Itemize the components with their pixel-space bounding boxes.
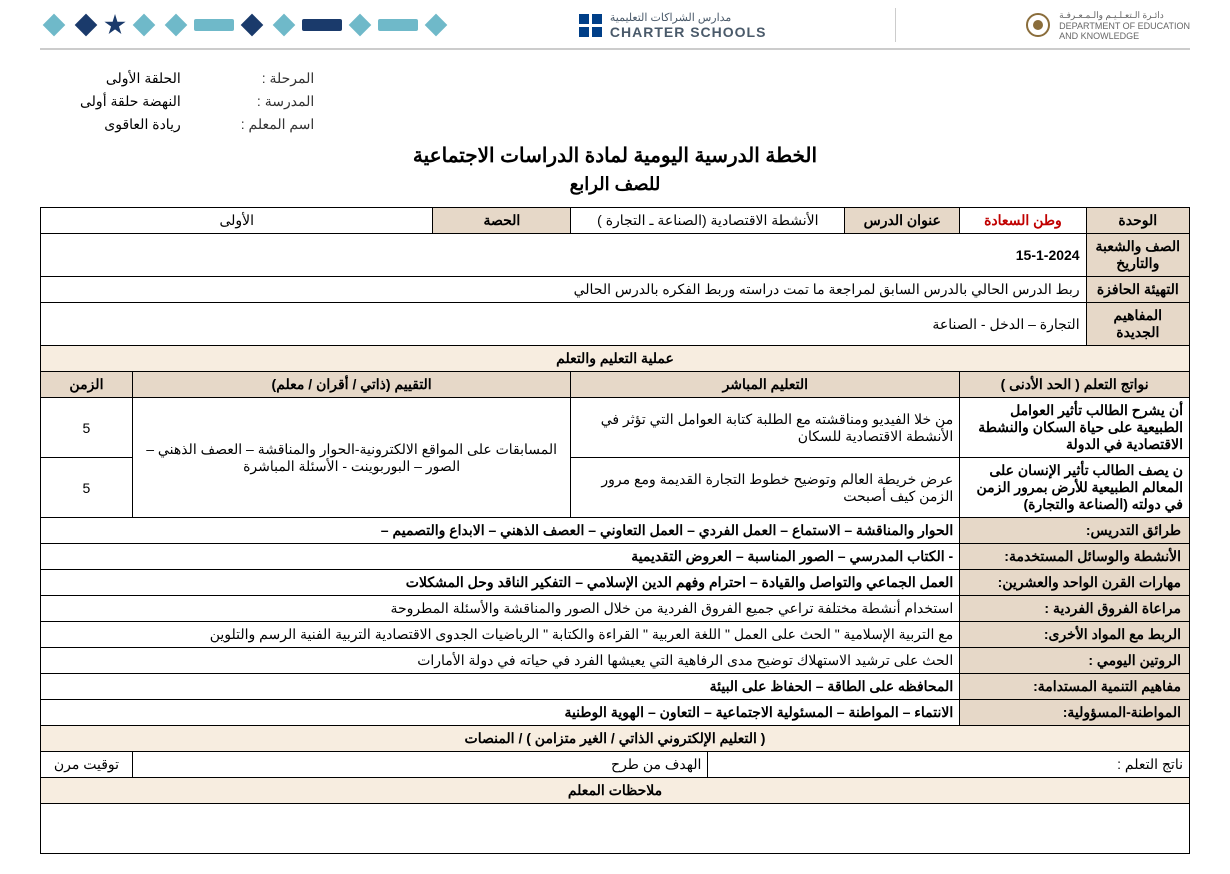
lesson-title-label: عنوان الدرس	[845, 208, 960, 234]
concepts-row: المفاهيم الجديدة التجارة – الدخل - الصنا…	[41, 303, 1190, 346]
kv-label-3: مراعاة الفروق الفردية :	[960, 596, 1190, 622]
notes-blank-row	[41, 804, 1190, 854]
kv-label-2: مهارات القرن الواحد والعشرين:	[960, 570, 1190, 596]
kv-row-3: مراعاة الفروق الفردية : استخدام أنشطة مخ…	[41, 596, 1190, 622]
teacher-label: اسم المعلم :	[241, 116, 315, 133]
kv-row-2: مهارات القرن الواحد والعشرين: العمل الجم…	[41, 570, 1190, 596]
kv-value-3: استخدام أنشطة مختلفة تراعي جميع الفروق ا…	[41, 596, 960, 622]
kv-value-4: مع التربية الإسلامية " الحث على العمل " …	[41, 622, 960, 648]
kv-row-0: طرائق التدريس: الحوار والمناقشة – الاستم…	[41, 518, 1190, 544]
col-time: الزمن	[41, 372, 133, 398]
charter-logo-icon	[579, 14, 602, 37]
process-section-header: عملية التعليم والتعلم	[41, 346, 1190, 372]
kv-value-7: الانتماء – المواطنة – المسئولية الاجتماع…	[41, 700, 960, 726]
page-header: دائـرة الـتعـلـيـم والـمـعـرفـة DEPARTME…	[40, 8, 1190, 50]
time-1: 5	[41, 398, 133, 458]
stage-value: الحلقة الأولى	[106, 70, 181, 87]
notes-header: ملاحظات المعلم	[41, 778, 1190, 804]
kv-value-2: العمل الجماعي والتواصل والقيادة – احترام…	[41, 570, 960, 596]
async-cols-row: ناتج التعلم : الهدف من طرح توقيت مرن	[41, 752, 1190, 778]
lesson-title-value: الأنشطة الاقتصادية (الصناعة ـ التجارة )	[571, 208, 845, 234]
async-outcome-label: ناتج التعلم :	[708, 752, 1190, 778]
kv-value-5: الحث على ترشيد الاستهلاك توضيح مدى الرفا…	[41, 648, 960, 674]
warmup-row: التهيئة الحافزة ربط الدرس الحالي بالدرس …	[41, 277, 1190, 303]
decorative-shapes	[40, 14, 450, 36]
process-section-title: عملية التعليم والتعلم	[41, 346, 1190, 372]
kv-value-6: المحافظه على الطاقة – الحفاظ على البيئة	[41, 674, 960, 700]
school-label: المدرسة :	[257, 93, 314, 110]
charter-logo-block: مدارس الشراكات التعليمية CHARTER SCHOOLS	[579, 11, 767, 40]
outcome-1: أن يشرح الطالب تأثير العوامل الطبيعية عل…	[960, 398, 1190, 458]
charter-text: مدارس الشراكات التعليمية CHARTER SCHOOLS	[610, 11, 767, 40]
adek-text: دائـرة الـتعـلـيـم والـمـعـرفـة DEPARTME…	[1059, 10, 1190, 41]
col-direct: التعليم المباشر	[571, 372, 960, 398]
divider	[895, 8, 896, 42]
col-assessment: التقييم (ذاتي / أقران / معلم)	[132, 372, 570, 398]
main-title: الخطة الدرسية اليومية لمادة الدراسات الا…	[40, 143, 1190, 168]
col-outcomes: نواتج التعلم ( الحد الأدنى )	[960, 372, 1190, 398]
kv-label-1: الأنشطة والوسائل المستخدمة:	[960, 544, 1190, 570]
warmup-label: التهيئة الحافزة	[1086, 277, 1189, 303]
unit-row: الوحدة وطن السعادة عنوان الدرس الأنشطة ا…	[41, 208, 1190, 234]
async-header-row: ( التعليم الإلكتروني الذاتي / الغير متزا…	[41, 726, 1190, 752]
teacher-value: ريادة العاقوى	[104, 116, 180, 133]
async-time-label: توقيت مرن	[41, 752, 133, 778]
kv-label-4: الربط مع المواد الأخرى:	[960, 622, 1190, 648]
date-row: الصف والشعبة والتاريخ 15-1-2024	[41, 234, 1190, 277]
kv-label-7: المواطنة-المسؤولية:	[960, 700, 1190, 726]
async-goal-label: الهدف من طرح	[132, 752, 707, 778]
direct-2: عرض خريطة العالم وتوضيح خطوط التجارة الق…	[571, 458, 960, 518]
assessment-merged: المسابقات على المواقع الالكترونية-الحوار…	[132, 398, 570, 518]
date-value: 15-1-2024	[41, 234, 1087, 277]
kv-label-0: طرائق التدريس:	[960, 518, 1190, 544]
adek-logo-block: دائـرة الـتعـلـيـم والـمـعـرفـة DEPARTME…	[1025, 10, 1190, 41]
kv-row-4: الربط مع المواد الأخرى: مع التربية الإسل…	[41, 622, 1190, 648]
date-label: الصف والشعبة والتاريخ	[1086, 234, 1189, 277]
kv-value-0: الحوار والمناقشة – الاستماع – العمل الفر…	[41, 518, 960, 544]
period-label: الحصة	[433, 208, 571, 234]
outcome-2: ن يصف الطالب تأثير الإنسان على المعالم ا…	[960, 458, 1190, 518]
period-value: الأولى	[41, 208, 433, 234]
lesson-plan-table: الوحدة وطن السعادة عنوان الدرس الأنشطة ا…	[40, 207, 1190, 854]
notes-header-row: ملاحظات المعلم	[41, 778, 1190, 804]
unit-value: وطن السعادة	[960, 208, 1086, 234]
process-row-1: أن يشرح الطالب تأثير العوامل الطبيعية عل…	[41, 398, 1190, 458]
sub-title: للصف الرابع	[40, 174, 1190, 195]
school-value: النهضة حلقة أولى	[80, 93, 181, 110]
kv-label-6: مفاهيم التنمية المستدامة:	[960, 674, 1190, 700]
kv-row-7: المواطنة-المسؤولية: الانتماء – المواطنة …	[41, 700, 1190, 726]
notes-cell	[41, 804, 1190, 854]
star-icon	[104, 14, 126, 36]
kv-row-5: الروتين اليومي : الحث على ترشيد الاستهلا…	[41, 648, 1190, 674]
kv-row-6: مفاهيم التنمية المستدامة: المحافظه على ا…	[41, 674, 1190, 700]
adek-emblem-icon	[1025, 12, 1051, 38]
kv-value-1: - الكتاب المدرسي – الصور المناسبة – العر…	[41, 544, 960, 570]
unit-label: الوحدة	[1086, 208, 1189, 234]
meta-block: المرحلة : المدرسة : اسم المعلم : الحلقة …	[40, 70, 1190, 133]
concepts-label: المفاهيم الجديدة	[1086, 303, 1189, 346]
document-title-block: الخطة الدرسية اليومية لمادة الدراسات الا…	[40, 143, 1190, 195]
warmup-value: ربط الدرس الحالي بالدرس السابق لمراجعة م…	[41, 277, 1087, 303]
kv-label-5: الروتين اليومي :	[960, 648, 1190, 674]
process-columns-row: نواتج التعلم ( الحد الأدنى ) التعليم الم…	[41, 372, 1190, 398]
concepts-value: التجارة – الدخل - الصناعة	[41, 303, 1087, 346]
async-header: ( التعليم الإلكتروني الذاتي / الغير متزا…	[41, 726, 1190, 752]
direct-1: من خلا الفيديو ومناقشته مع الطلبة كتابة …	[571, 398, 960, 458]
kv-row-1: الأنشطة والوسائل المستخدمة: - الكتاب الم…	[41, 544, 1190, 570]
time-2: 5	[41, 458, 133, 518]
stage-label: المرحلة :	[262, 70, 315, 87]
